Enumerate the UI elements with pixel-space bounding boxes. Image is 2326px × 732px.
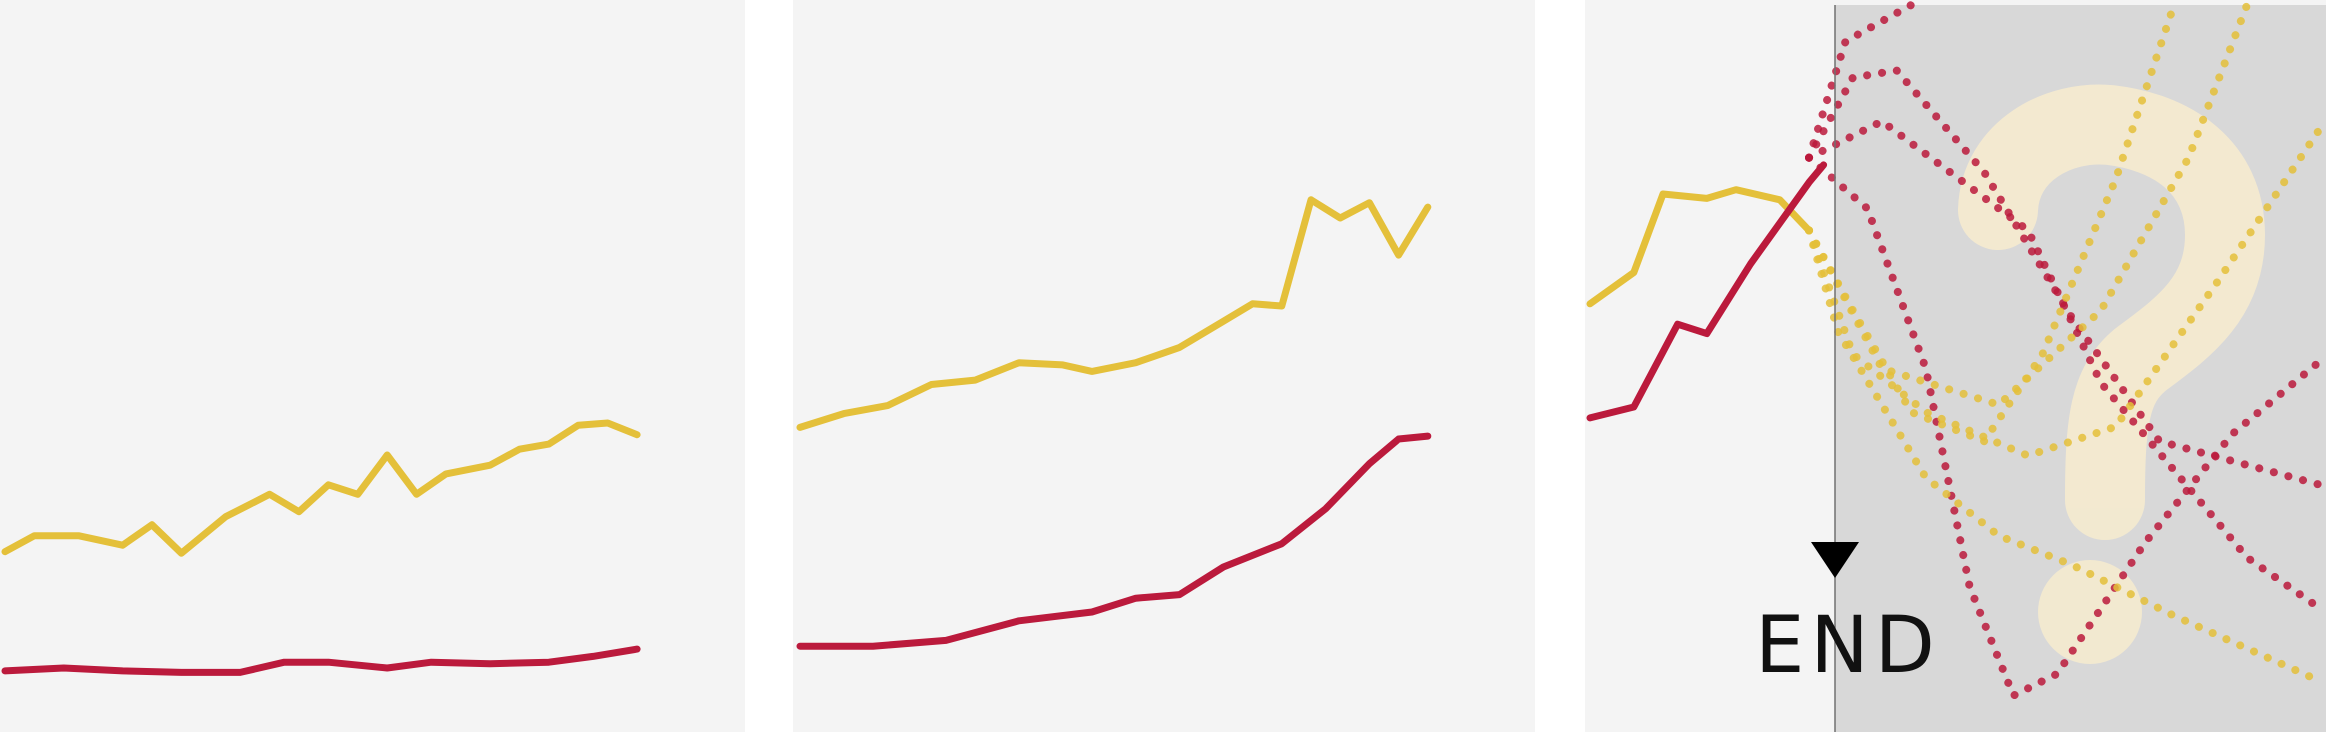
series-1-panel-2-line — [796, 196, 1432, 431]
series-1-panel-1-line — [1, 419, 641, 557]
panel-2-background — [793, 0, 1535, 732]
series-2-panel-3-line — [1586, 161, 1828, 422]
end-marker-triangle — [1811, 542, 1859, 578]
end-label: END — [1755, 601, 1941, 691]
hypothetical-line-1 — [1805, 1, 1916, 162]
panel-1-background — [0, 0, 745, 732]
series-1-panel-3-line — [1586, 186, 1813, 308]
hypothetical-line-3 — [1805, 153, 2324, 700]
series-2-panel-1-line — [1, 645, 641, 676]
series-layer — [1, 161, 1828, 676]
hypothetical-line-8 — [1805, 1, 2251, 409]
hypothetical-line-6 — [1805, 124, 2324, 460]
hypothetical-line-7 — [1805, 226, 2324, 686]
series-2-panel-2-line — [796, 432, 1432, 650]
hypothetical-line-4 — [1805, 66, 2324, 489]
hypothetical-series-layer — [1805, 1, 2324, 700]
